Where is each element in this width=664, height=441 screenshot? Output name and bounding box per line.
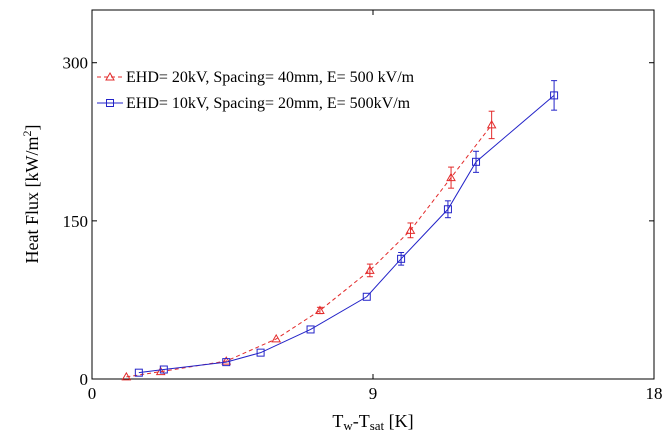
x-label-unit: [K] (384, 411, 414, 431)
data-point (486, 119, 497, 129)
series-2 (134, 80, 559, 377)
data-point (472, 157, 481, 166)
x-label-base: T (332, 411, 343, 431)
data-point (443, 205, 452, 214)
plot-frame (91, 9, 655, 380)
data-point (256, 348, 265, 357)
x-label-sub-sat: sat (370, 418, 385, 433)
data-point (362, 292, 371, 301)
data-point (159, 365, 168, 374)
x-label-mid: -T (353, 411, 370, 431)
data-point (315, 305, 325, 314)
y-tick-label: 150 (63, 212, 89, 231)
data-point (222, 358, 231, 367)
series-line (126, 124, 493, 378)
series-1 (121, 110, 497, 381)
data-point (405, 225, 416, 234)
y-label-sup: 2 (20, 131, 34, 137)
y-label-close: ] (22, 125, 42, 131)
axis-ticks: 0 9 18 0 150 300 (63, 10, 663, 403)
x-label-sub-w: w (343, 418, 353, 433)
y-axis-label: Heat Flux [kW/m2] (20, 125, 42, 264)
legend-marker-2 (106, 99, 114, 107)
legend-label-2: EHD= 10kV, Spacing= 20mm, E= 500kV/m (126, 95, 411, 112)
series-layer (121, 80, 559, 381)
legend-label-1: EHD= 20kV, Spacing= 40mm, E= 500 kV/m (126, 69, 415, 86)
data-point (221, 356, 232, 365)
data-point (365, 265, 375, 274)
data-point (397, 254, 406, 263)
legend-entry-1: EHD= 20kV, Spacing= 40mm, E= 500 kV/m (97, 69, 415, 86)
data-point (271, 333, 282, 343)
data-point (446, 172, 456, 182)
data-point (121, 371, 132, 381)
legend: EHD= 20kV, Spacing= 40mm, E= 500 kV/m EH… (97, 69, 415, 112)
y-tick-label: 300 (63, 54, 89, 73)
x-tick-label: 0 (88, 384, 97, 403)
series-line (138, 95, 555, 374)
data-point (155, 366, 166, 376)
data-point (550, 91, 559, 100)
legend-marker-1 (105, 71, 115, 81)
x-tick-label: 18 (646, 384, 663, 403)
y-tick-label: 0 (80, 370, 89, 389)
data-point (134, 368, 143, 377)
y-label-main: Heat Flux [kW/m (22, 137, 42, 264)
legend-entry-2: EHD= 10kV, Spacing= 20mm, E= 500kV/m (97, 95, 411, 112)
x-tick-label: 9 (369, 384, 378, 403)
x-axis-label: Tw-Tsat [K] (332, 411, 413, 433)
data-point (306, 325, 315, 334)
